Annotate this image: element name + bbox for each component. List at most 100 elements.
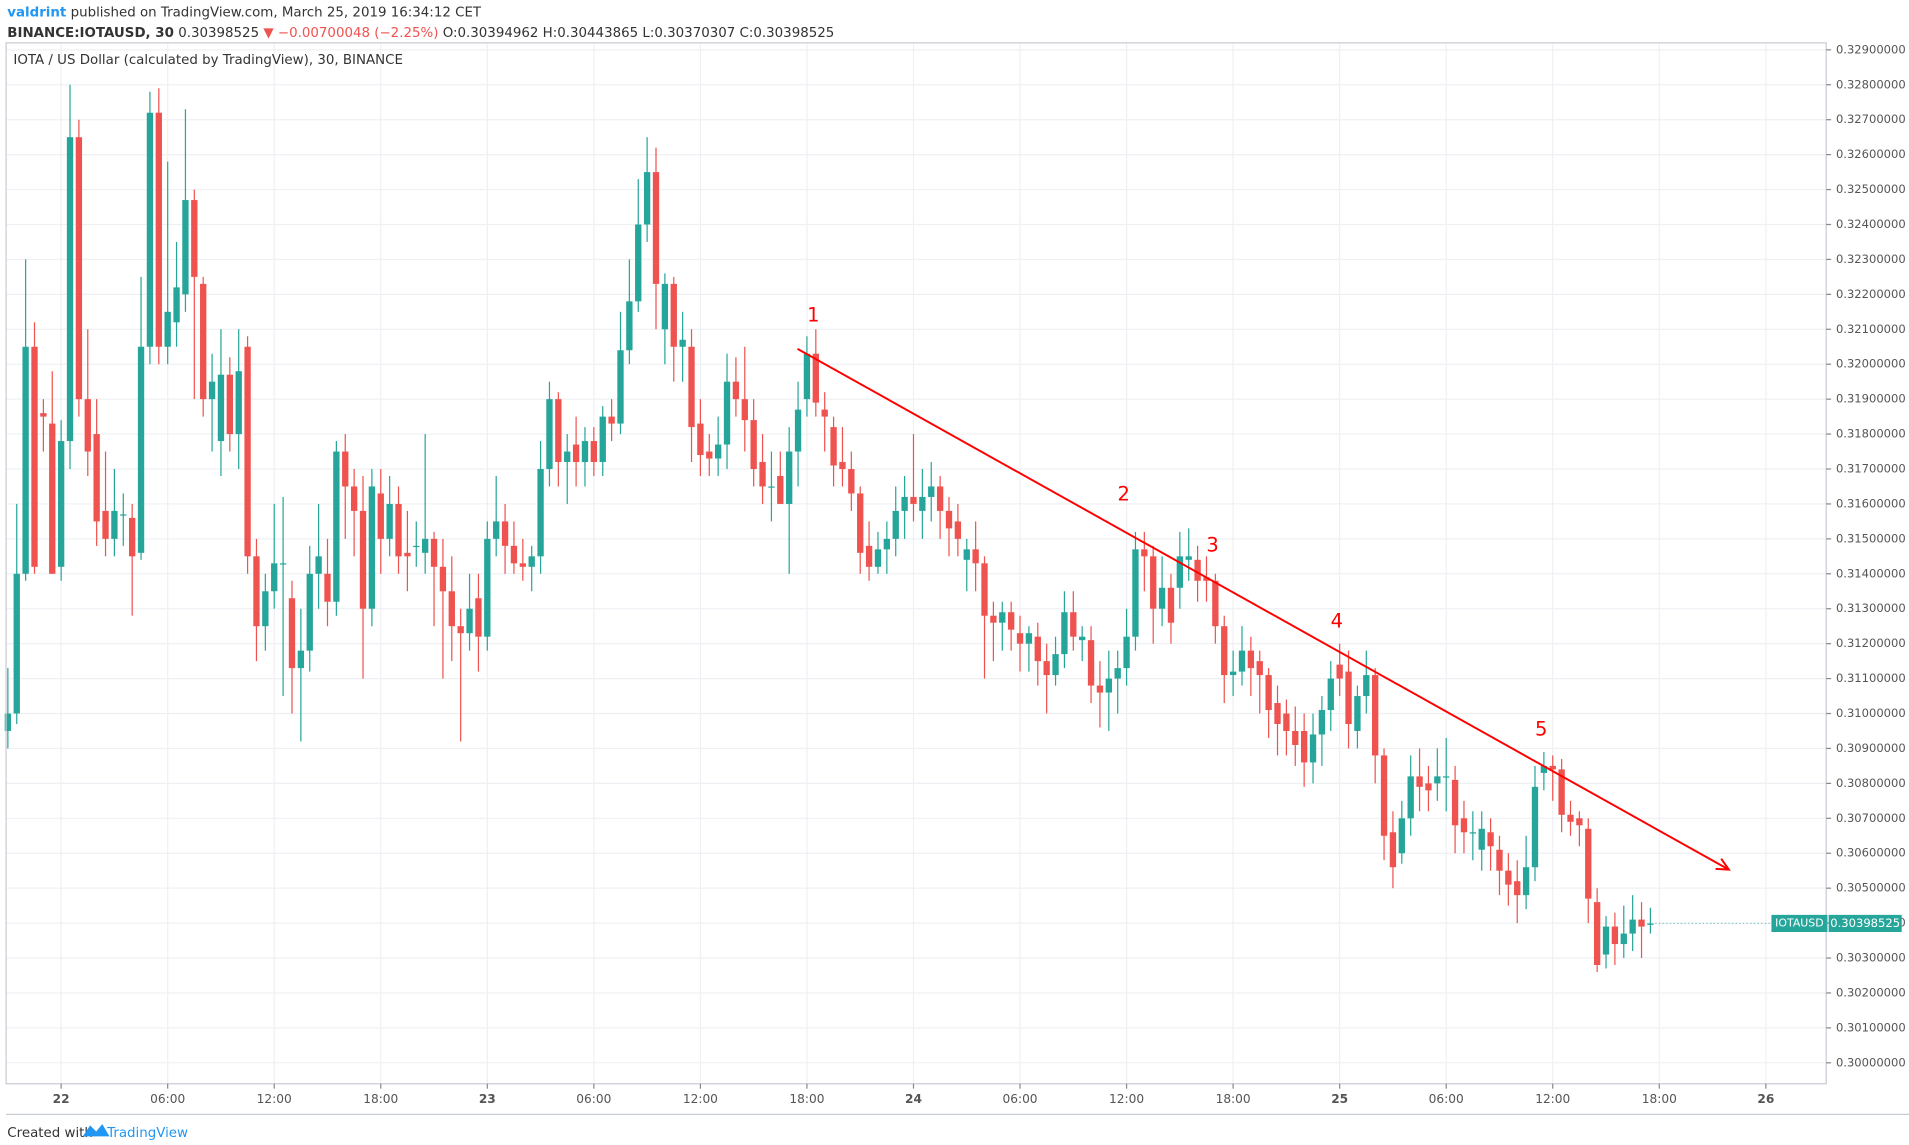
candle-body: [1256, 661, 1263, 676]
candle-body: [1203, 577, 1210, 581]
x-tick-label: 18:00: [1216, 1092, 1251, 1106]
candle-body: [1389, 832, 1397, 868]
y-tick-label: 0.30200000: [1836, 985, 1906, 999]
y-tick-label: 0.31200000: [1836, 636, 1906, 650]
candle-body: [333, 451, 340, 602]
y-tick-label: 0.32900000: [1836, 42, 1906, 56]
change: ▼ −0.00700048 (−2.25%): [263, 26, 438, 41]
candle-body: [120, 514, 127, 516]
candle-body: [368, 486, 376, 609]
candle-body: [22, 346, 29, 574]
x-tick-label: 12:00: [1109, 1092, 1144, 1106]
candle-body: [830, 427, 837, 466]
candle-body: [1585, 828, 1592, 899]
x-tick-label: 18:00: [1642, 1092, 1677, 1106]
candle-body: [714, 444, 722, 459]
candle-body: [821, 409, 828, 417]
candle-body: [1061, 612, 1068, 655]
x-tick-label: 25: [1331, 1092, 1348, 1106]
candle-body: [297, 650, 305, 669]
y-tick-label: 0.32800000: [1836, 77, 1906, 91]
x-tick-label: 22: [53, 1092, 70, 1106]
candle-body: [954, 521, 962, 539]
y-tick-label: 0.30500000: [1836, 881, 1906, 895]
candle-body: [945, 510, 953, 529]
candle-body: [457, 626, 464, 634]
candle-body: [688, 346, 695, 428]
symbol: BINANCE:IOTAUSD, 30: [7, 26, 174, 41]
candle-body: [883, 538, 891, 550]
candle-body: [919, 496, 926, 511]
candle-body: [315, 556, 322, 574]
candle-body: [4, 713, 12, 731]
candle-body: [572, 444, 580, 463]
candle-body: [1318, 710, 1326, 735]
candle-body: [661, 283, 669, 330]
annotation: 5: [1535, 717, 1547, 740]
candle-body: [1052, 654, 1059, 676]
candle-body: [342, 451, 349, 487]
y-tick-label: 0.30800000: [1836, 776, 1906, 790]
y-tick-label: 0.31400000: [1836, 566, 1906, 580]
candle-body: [546, 399, 553, 470]
candle-body: [759, 462, 766, 487]
candle-body: [395, 503, 402, 557]
candle-body: [493, 521, 500, 539]
candle-body: [564, 451, 571, 463]
y-tick-label: 0.31000000: [1836, 706, 1906, 720]
candle-body: [555, 399, 562, 463]
candle-body: [1087, 640, 1095, 686]
candle-body: [182, 200, 189, 295]
footer-created: Created with: [7, 1126, 93, 1141]
candle-body: [1327, 678, 1334, 711]
y-tick-label: 0.30100000: [1836, 1020, 1906, 1034]
candle-body: [617, 350, 624, 424]
candle-body: [1558, 769, 1565, 815]
candle-body: [865, 545, 873, 567]
candle-body: [1025, 633, 1033, 644]
candle-body: [262, 591, 269, 627]
candle-body: [1531, 786, 1539, 868]
candle-body: [519, 563, 526, 567]
candle-body: [1629, 919, 1636, 934]
candle-body: [1096, 685, 1104, 693]
candle-body: [1265, 675, 1272, 711]
candle-body: [723, 381, 731, 445]
annotation: 2: [1118, 482, 1130, 505]
candle-body: [208, 381, 216, 400]
candle-body: [1114, 668, 1121, 679]
candle-body: [1407, 776, 1414, 819]
annotation: 1: [807, 303, 819, 326]
candle-body: [1425, 783, 1432, 791]
candle-body: [1638, 919, 1645, 927]
y-tick-label: 0.30900000: [1836, 741, 1906, 755]
y-tick-label: 0.30700000: [1836, 811, 1906, 825]
plot-frame: [5, 42, 1827, 1085]
candle-body: [1576, 818, 1583, 826]
ohlc-high: H:0.30443865: [543, 26, 638, 41]
y-tick-label: 0.30300000: [1836, 951, 1906, 965]
x-tick-label: 24: [905, 1092, 922, 1106]
price-tag-name: IOTAUSD: [1775, 916, 1824, 929]
candle-body: [1283, 713, 1290, 731]
candle-body: [57, 441, 65, 567]
footer-brand: TradingView: [106, 1126, 188, 1141]
candle-body: [421, 538, 429, 553]
candle-body: [1167, 587, 1175, 623]
chart-title: IOTA / US Dollar (calculated by TradingV…: [13, 53, 403, 68]
candle-body: [1247, 650, 1255, 669]
y-tick-label: 0.31100000: [1836, 671, 1906, 685]
y-tick-label: 0.31600000: [1836, 496, 1906, 510]
candle-body: [191, 200, 198, 277]
candle-body: [857, 493, 864, 553]
candle-body: [812, 353, 819, 403]
candle-body: [466, 608, 473, 634]
candle-body: [1007, 612, 1015, 630]
candle-body: [475, 598, 482, 637]
candle-body: [430, 538, 438, 567]
candle-body: [635, 224, 642, 302]
y-tick-label: 0.31800000: [1836, 427, 1906, 441]
x-tick-label: 18:00: [363, 1092, 398, 1106]
